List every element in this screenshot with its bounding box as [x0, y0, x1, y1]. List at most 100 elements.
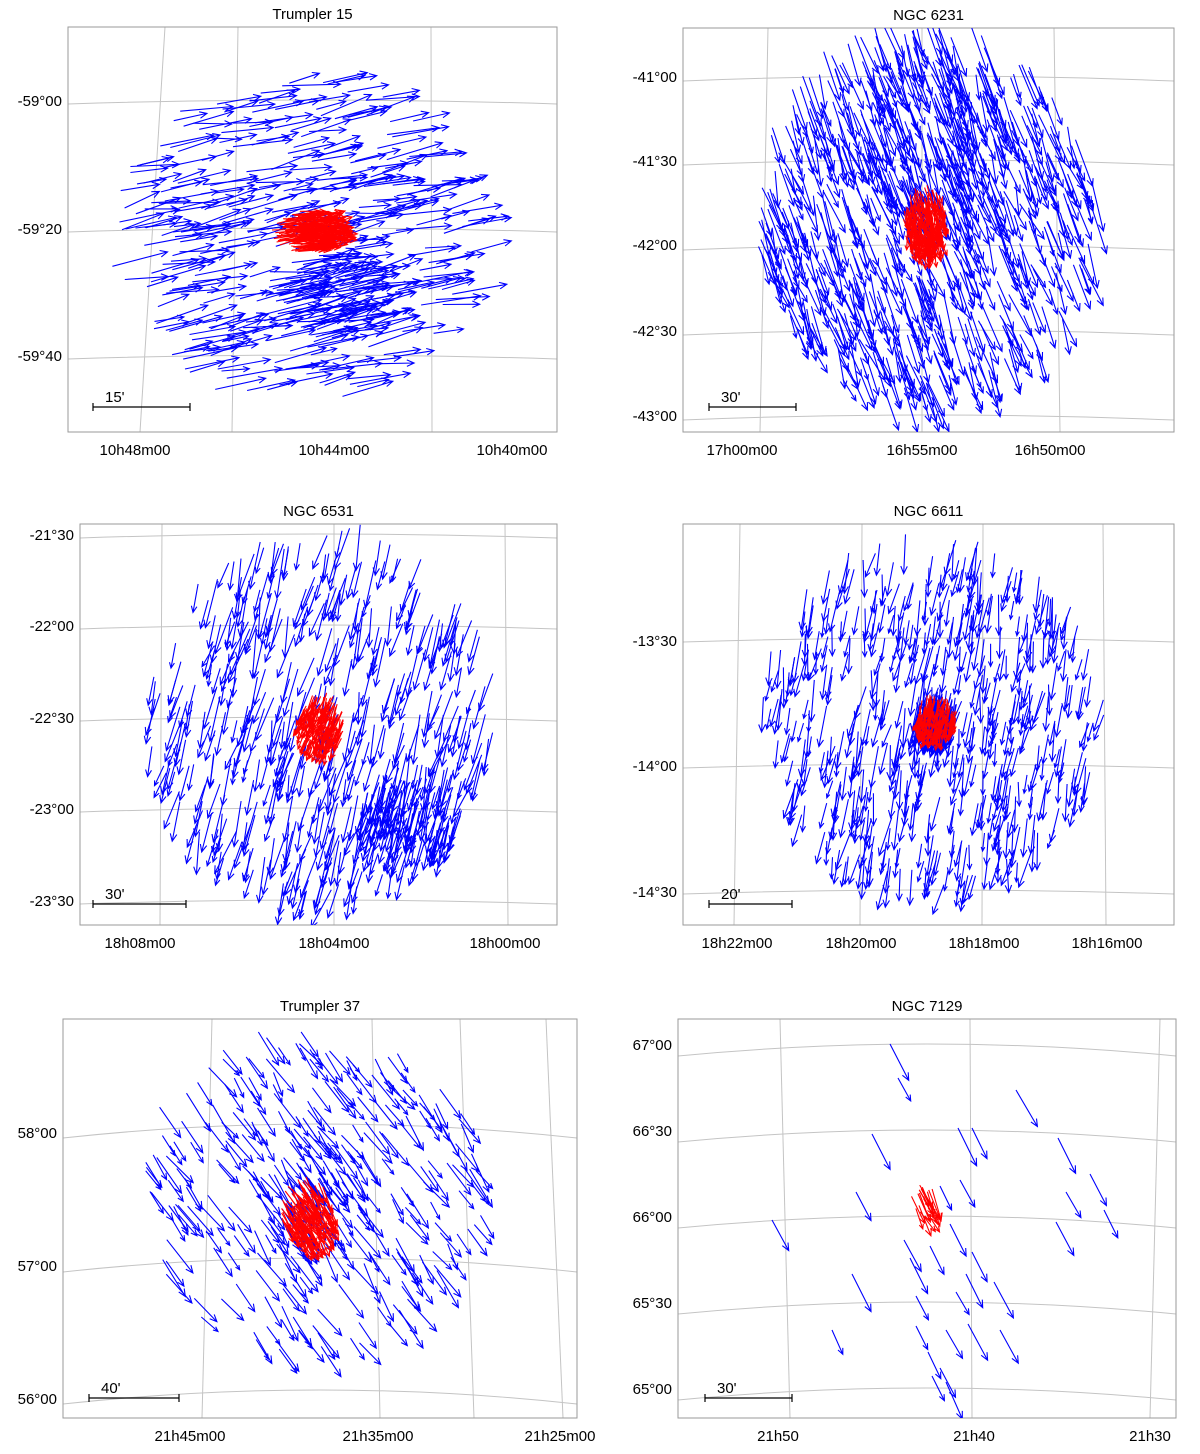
- grid-parallel: [678, 1043, 1176, 1057]
- field-arrow: [253, 1331, 273, 1365]
- field-arrow: [1086, 722, 1094, 743]
- member-arrow: [305, 1225, 321, 1248]
- field-arrow: [224, 617, 232, 652]
- field-arrow: [966, 727, 973, 755]
- field-arrow: [183, 345, 240, 360]
- field-arrow: [304, 274, 365, 288]
- field-arrow: [1014, 181, 1023, 217]
- field-arrow: [419, 1110, 432, 1130]
- field-arrow: [907, 802, 914, 832]
- member-arrow: [921, 731, 926, 746]
- field-arrow: [967, 875, 977, 901]
- field-arrow: [848, 108, 858, 142]
- field-arrow: [442, 300, 482, 309]
- member-arrows: [271, 208, 359, 254]
- field-arrow: [163, 154, 218, 169]
- field-arrow: [1061, 677, 1069, 713]
- field-arrow: [391, 1254, 407, 1276]
- field-arrow: [1064, 187, 1079, 222]
- field-arrow: [296, 247, 355, 271]
- member-arrow: [919, 1211, 937, 1233]
- field-arrow: [427, 804, 440, 845]
- field-arrow: [944, 343, 959, 386]
- field-arrow: [400, 779, 414, 818]
- member-arrow: [299, 739, 306, 754]
- field-arrow: [938, 30, 954, 83]
- field-arrow: [140, 154, 175, 166]
- field-arrow: [876, 296, 895, 336]
- field-arrow: [893, 662, 901, 694]
- field-arrow: [266, 573, 275, 600]
- field-arrow: [381, 804, 392, 834]
- scale-bar: 30': [92, 886, 187, 908]
- grid-parallel: [63, 1123, 577, 1139]
- field-arrow: [401, 1256, 423, 1284]
- field-arrow: [1059, 606, 1072, 636]
- field-arrow: [290, 878, 300, 910]
- field-arrow: [807, 679, 816, 723]
- field-arrow: [981, 749, 990, 780]
- field-arrow: [835, 568, 850, 610]
- field-arrow: [912, 644, 920, 665]
- field-arrow: [441, 176, 479, 184]
- field-arrow: [965, 271, 976, 299]
- field-arrow: [232, 1112, 257, 1141]
- field-arrow: [244, 779, 255, 817]
- y-tick-label: -41°30: [633, 153, 677, 170]
- field-arrow: [468, 213, 510, 222]
- field-arrow: [167, 697, 178, 724]
- member-arrow: [291, 222, 315, 228]
- field-arrow: [1032, 302, 1046, 334]
- field-arrow: [247, 182, 282, 193]
- field-arrow: [1050, 266, 1063, 293]
- field-arrow: [167, 743, 178, 768]
- field-arrow: [860, 134, 872, 166]
- field-arrow: [406, 1193, 430, 1230]
- field-arrow: [883, 127, 895, 166]
- field-arrow: [968, 610, 975, 632]
- field-arrow: [310, 346, 338, 356]
- field-arrow: [946, 802, 956, 835]
- y-tick-label: -41°00: [633, 69, 677, 86]
- field-arrow: [975, 572, 983, 612]
- field-arrow: [440, 614, 454, 650]
- field-arrow: [906, 139, 926, 183]
- field-arrow: [217, 357, 272, 370]
- field-arrow: [292, 151, 326, 159]
- field-arrow: [940, 343, 960, 386]
- field-arrow: [1012, 636, 1021, 680]
- x-tick-label: 21h40: [953, 1428, 995, 1445]
- field-arrow: [334, 305, 381, 313]
- field-arrow: [938, 68, 951, 101]
- member-arrow: [907, 239, 916, 261]
- field-arrow: [784, 173, 803, 206]
- field-arrow: [971, 1127, 988, 1160]
- field-arrow: [945, 1381, 963, 1418]
- field-arrow: [468, 760, 481, 801]
- field-arrow: [343, 889, 352, 921]
- field-arrow: [388, 199, 429, 214]
- field-arrow: [942, 869, 949, 892]
- field-arrow: [222, 100, 277, 110]
- member-arrow: [305, 734, 316, 758]
- field-arrow: [955, 569, 963, 594]
- field-arrow: [456, 1233, 472, 1256]
- field-arrow: [276, 1340, 300, 1373]
- member-arrow: [937, 729, 942, 750]
- field-arrow: [428, 1170, 449, 1202]
- field-arrow: [298, 1329, 325, 1364]
- y-tick-label: 67°00: [633, 1037, 672, 1054]
- field-arrow: [319, 355, 375, 371]
- field-arrow: [324, 1147, 347, 1176]
- field-arrow: [383, 1081, 416, 1111]
- field-arrow: [1031, 690, 1044, 725]
- field-arrow: [1019, 203, 1045, 241]
- panel-title: Trumpler 15: [272, 6, 352, 23]
- field-arrow: [791, 89, 808, 132]
- field-arrow: [342, 379, 395, 397]
- field-arrow: [435, 293, 491, 301]
- field-arrow: [823, 608, 830, 635]
- field-arrow: [301, 118, 352, 138]
- field-arrow: [221, 365, 251, 373]
- field-arrow: [473, 1224, 493, 1246]
